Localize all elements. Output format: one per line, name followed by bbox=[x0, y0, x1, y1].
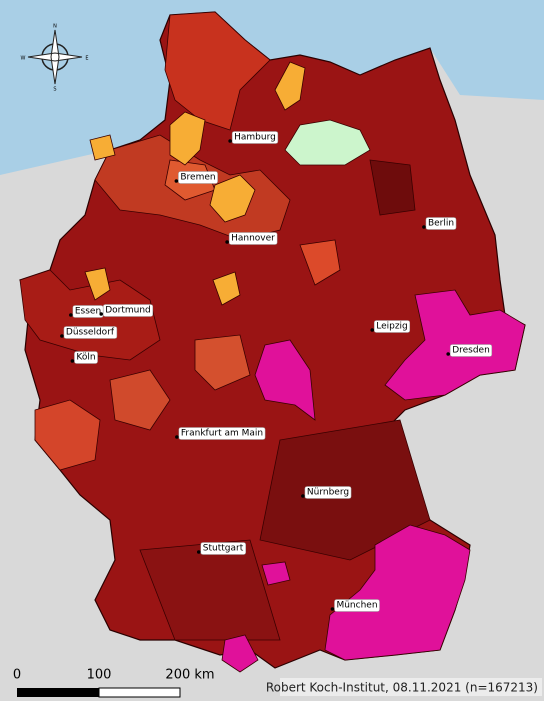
city-dot bbox=[330, 607, 335, 611]
credit-box bbox=[280, 678, 542, 696]
scale-label: 0 bbox=[13, 668, 21, 683]
city-dot bbox=[174, 179, 179, 183]
city-dot bbox=[301, 494, 305, 498]
city-dot bbox=[175, 435, 179, 439]
city-label: Essen bbox=[75, 307, 101, 317]
scale-segment bbox=[98, 687, 181, 698]
city-label: Berlin bbox=[428, 219, 454, 229]
scale-label: 200 km bbox=[165, 668, 214, 683]
city-label: München bbox=[336, 601, 377, 611]
city-dot bbox=[370, 328, 375, 332]
city-label: Köln bbox=[76, 353, 95, 363]
city-dot bbox=[99, 312, 104, 316]
region bbox=[274, 61, 306, 111]
region bbox=[194, 334, 251, 391]
compass: N S W E bbox=[21, 24, 89, 93]
city-label-box bbox=[102, 304, 154, 317]
city-label-box bbox=[334, 599, 380, 612]
city-label-box bbox=[231, 131, 279, 144]
city-dot bbox=[422, 225, 426, 229]
city-label: Nürnberg bbox=[307, 488, 349, 498]
city-label-box bbox=[63, 326, 118, 339]
region bbox=[221, 634, 259, 673]
credit: Robert Koch-Institut, 08.11.2021 (n=1672… bbox=[266, 681, 538, 695]
city-label-box bbox=[425, 217, 457, 230]
region bbox=[212, 271, 241, 306]
region bbox=[169, 111, 206, 166]
compass-e: E bbox=[85, 56, 88, 62]
city-label: Hannover bbox=[231, 234, 275, 244]
city-dot bbox=[60, 334, 64, 338]
compass-rose bbox=[27, 29, 83, 85]
city-label-box bbox=[200, 542, 246, 555]
compass-n: N bbox=[53, 24, 57, 30]
city-dot bbox=[225, 240, 229, 244]
city-label-box bbox=[74, 351, 98, 364]
region bbox=[324, 524, 471, 661]
city-label: Frankfurt am Main bbox=[181, 429, 263, 439]
compass-s: S bbox=[53, 87, 56, 93]
region bbox=[254, 339, 316, 421]
city-label-box bbox=[228, 232, 278, 245]
city-dot bbox=[446, 352, 450, 356]
city-label: Leipzig bbox=[376, 322, 408, 332]
region bbox=[89, 134, 116, 161]
city-label-box bbox=[373, 320, 411, 333]
city-label: Stuttgart bbox=[203, 544, 244, 554]
city-dot bbox=[228, 139, 232, 143]
scale-label: 100 bbox=[87, 668, 112, 683]
city-label: Dresden bbox=[452, 346, 490, 356]
city-label: Dortmund bbox=[105, 306, 151, 316]
region bbox=[84, 267, 111, 301]
region bbox=[261, 561, 291, 586]
city-label: Hamburg bbox=[234, 133, 276, 143]
city-label: Bremen bbox=[180, 173, 215, 183]
city-dot bbox=[69, 313, 73, 317]
region bbox=[209, 174, 256, 223]
region bbox=[34, 399, 101, 471]
city-label-box bbox=[178, 171, 218, 184]
city-dot bbox=[196, 550, 201, 554]
region bbox=[164, 11, 271, 131]
city-label-box bbox=[449, 344, 493, 357]
region bbox=[284, 119, 371, 166]
sea bbox=[0, 0, 544, 175]
scale-bar: 0 100 200 km bbox=[13, 668, 215, 698]
city-label-box bbox=[178, 427, 266, 440]
city-labels: Hamburg Bremen Berlin Hannover Essen Dortmund… bbox=[60, 131, 493, 612]
region bbox=[109, 369, 171, 431]
region bbox=[299, 239, 341, 286]
scale-segment bbox=[17, 688, 99, 697]
compass-w: W bbox=[21, 56, 26, 62]
city-dot bbox=[70, 359, 75, 363]
region bbox=[369, 159, 416, 216]
city-label: Düsseldorf bbox=[66, 328, 115, 338]
city-label-box bbox=[304, 486, 352, 499]
